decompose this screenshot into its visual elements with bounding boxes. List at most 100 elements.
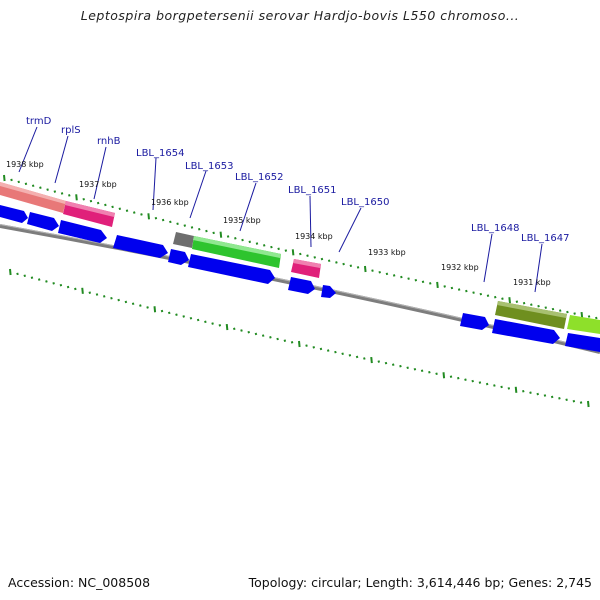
minor-tick	[140, 213, 143, 216]
gene-label-LBL_1648[interactable]: LBL_1648	[471, 223, 519, 234]
minor-tick	[45, 280, 48, 283]
gene-label-LBL_1647[interactable]: LBL_1647	[521, 233, 569, 244]
gene-label-LBL_1651[interactable]: LBL_1651	[288, 185, 336, 196]
cds-arrow[interactable]	[113, 235, 168, 258]
cds-arrow[interactable]	[27, 212, 59, 231]
major-tick	[436, 281, 439, 289]
cds-arrow[interactable]	[288, 277, 315, 294]
minor-tick	[241, 238, 244, 242]
minor-tick	[24, 182, 28, 186]
minor-tick	[472, 291, 475, 294]
minor-tick	[400, 275, 403, 279]
minor-tick	[414, 278, 418, 282]
minor-tick	[161, 218, 165, 222]
major-tick	[442, 372, 446, 379]
major-tick	[225, 323, 229, 331]
cds-arrow[interactable]	[565, 333, 600, 352]
minor-tick	[160, 309, 164, 313]
minor-tick	[102, 295, 106, 298]
kbp-label: 1933 kbp	[368, 248, 406, 257]
minor-tick	[117, 298, 120, 302]
minor-tick	[392, 274, 396, 277]
minor-tick	[218, 324, 222, 327]
minor-tick	[60, 192, 64, 195]
gene-label-rnhB[interactable]: rnhB	[97, 136, 121, 147]
minor-tick	[536, 392, 539, 396]
feature-track	[0, 182, 600, 334]
minor-tick	[196, 318, 200, 322]
minor-tick	[413, 367, 417, 371]
minor-tick	[261, 334, 265, 337]
gene-label-LBL_1654[interactable]: LBL_1654	[136, 148, 184, 159]
cds-arrow[interactable]	[168, 249, 189, 265]
minor-tick	[226, 235, 230, 238]
minor-tick	[306, 254, 309, 257]
minor-tick	[399, 364, 402, 368]
minor-tick	[420, 369, 424, 373]
major-tick	[9, 268, 12, 276]
minor-tick	[341, 352, 344, 356]
minor-tick	[154, 216, 158, 220]
minor-tick	[515, 300, 519, 303]
minor-tick	[16, 272, 19, 276]
major-tick	[147, 213, 150, 220]
minor-tick	[371, 269, 374, 272]
major-tick	[219, 231, 223, 238]
gene-label-rplS[interactable]: rplS	[61, 125, 81, 136]
cds-arrow[interactable]	[188, 254, 275, 284]
minor-tick	[182, 315, 185, 318]
minor-tick	[443, 285, 446, 288]
minor-tick	[189, 316, 193, 320]
cds-arrow[interactable]	[492, 319, 560, 344]
cds-arrow[interactable]	[321, 285, 336, 298]
minor-tick	[30, 276, 34, 279]
gene-label-LBL_1652[interactable]: LBL_1652	[235, 172, 283, 183]
minor-tick	[284, 249, 288, 252]
minor-tick	[248, 240, 252, 244]
feature-LBL_1647[interactable]	[567, 315, 600, 334]
minor-tick	[543, 394, 547, 397]
minor-tick	[247, 330, 250, 334]
minor-tick	[428, 282, 432, 285]
minor-tick	[234, 236, 237, 240]
minor-tick	[334, 350, 337, 354]
feature-LBL_1653[interactable]	[173, 232, 194, 248]
minor-tick	[183, 224, 187, 227]
minor-tick	[190, 226, 194, 229]
gene-label-trmD[interactable]: trmD	[26, 116, 52, 127]
minor-tick	[52, 282, 55, 285]
minor-tick	[39, 186, 42, 189]
minor-tick	[270, 245, 273, 249]
minor-tick	[327, 259, 331, 263]
kbp-label: 1937 kbp	[79, 180, 117, 189]
minor-tick	[507, 387, 511, 390]
minor-tick	[493, 295, 497, 299]
minor-tick	[478, 381, 482, 384]
minor-tick	[550, 395, 554, 399]
minor-tick	[212, 231, 215, 235]
minor-tick	[175, 313, 178, 316]
minor-tick	[464, 378, 467, 381]
minor-tick	[384, 361, 388, 365]
minor-tick	[579, 401, 583, 404]
cds-arrow[interactable]	[460, 313, 489, 330]
major-tick	[370, 356, 373, 364]
minor-tick	[486, 294, 490, 297]
minor-tick	[95, 293, 99, 296]
kbp-label: 1938 kbp	[6, 160, 44, 169]
minor-tick	[66, 285, 70, 289]
cds-arrow[interactable]	[0, 205, 28, 223]
minor-tick	[391, 363, 395, 366]
minor-tick	[277, 247, 280, 251]
cds-arrow[interactable]	[58, 220, 107, 243]
kbp-label: 1932 kbp	[441, 263, 479, 272]
minor-tick	[131, 302, 135, 306]
minor-tick	[385, 272, 389, 276]
minor-tick	[421, 280, 425, 284]
minor-tick	[139, 304, 142, 307]
minor-tick	[299, 252, 302, 256]
minor-tick	[406, 366, 409, 370]
gene-label-LBL_1650[interactable]: LBL_1650	[341, 197, 389, 208]
minor-tick	[96, 201, 100, 205]
gene-label-LBL_1653[interactable]: LBL_1653	[185, 161, 233, 172]
